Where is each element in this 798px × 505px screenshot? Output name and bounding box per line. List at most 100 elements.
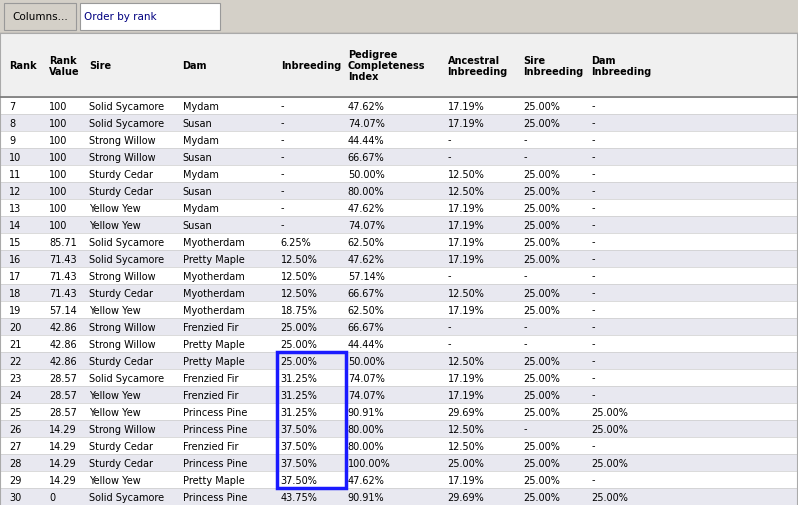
Text: -: - [281,169,284,179]
Text: 21: 21 [10,339,22,349]
Text: Frenzied Fir: Frenzied Fir [183,441,238,450]
Text: 25.00%: 25.00% [591,458,628,468]
Text: Pretty Maple: Pretty Maple [183,339,244,349]
Bar [0,149,798,166]
Text: 66.67%: 66.67% [348,153,385,162]
Text: Dam: Dam [183,61,207,71]
Bar [0,488,798,505]
Text: 25.00%: 25.00% [591,407,628,417]
Text: -: - [591,135,595,145]
Text: 25.00%: 25.00% [281,322,318,332]
Text: 17.19%: 17.19% [448,475,484,484]
Text: 19: 19 [10,305,22,315]
Bar [0,335,798,352]
Text: 25.00%: 25.00% [448,458,484,468]
Text: 14.29: 14.29 [49,441,77,450]
Text: Solid Sycamore: Solid Sycamore [89,237,164,247]
Text: 12.50%: 12.50% [448,288,484,298]
Text: -: - [281,220,284,230]
Text: 25.00%: 25.00% [523,186,560,196]
Text: 17.19%: 17.19% [448,237,484,247]
Text: -: - [448,339,451,349]
Text: Frenzied Fir: Frenzied Fir [183,322,238,332]
Text: 80.00%: 80.00% [348,186,385,196]
Text: Myotherdam: Myotherdam [183,271,244,281]
Text: 17.19%: 17.19% [448,220,484,230]
Text: 57.14%: 57.14% [348,271,385,281]
Text: 90.91%: 90.91% [348,491,385,501]
Text: 12.50%: 12.50% [448,356,484,366]
Text: 17: 17 [10,271,22,281]
Bar [0,234,798,250]
Text: 57.14: 57.14 [49,305,77,315]
Bar [0,386,798,403]
Text: 17.19%: 17.19% [448,254,484,264]
Text: 17.19%: 17.19% [448,390,484,400]
Text: Rank: Rank [10,61,37,71]
Text: Myotherdam: Myotherdam [183,305,244,315]
Text: 25.00%: 25.00% [523,475,560,484]
Text: Yellow Yew: Yellow Yew [89,407,141,417]
Text: 25.00%: 25.00% [591,491,628,501]
Text: Frenzied Fir: Frenzied Fir [183,373,238,383]
Text: Sturdy Cedar: Sturdy Cedar [89,288,153,298]
Text: Mydam: Mydam [183,135,219,145]
Text: Strong Willow: Strong Willow [89,424,156,434]
Text: 12.50%: 12.50% [281,271,318,281]
Text: 12.50%: 12.50% [448,169,484,179]
Text: Susan: Susan [183,118,212,128]
Text: 25.00%: 25.00% [281,356,318,366]
Text: 9: 9 [10,135,15,145]
Text: Inbreeding: Inbreeding [281,61,341,71]
Text: 25.00%: 25.00% [523,237,560,247]
Text: 12: 12 [10,186,22,196]
Bar [0,268,798,284]
Bar [0,250,798,268]
Bar [0,403,798,420]
Text: 13: 13 [10,203,22,213]
Text: 47.62%: 47.62% [348,203,385,213]
Text: 100: 100 [49,220,68,230]
Text: -: - [591,220,595,230]
Text: Sire: Sire [89,61,111,71]
Text: Princess Pine: Princess Pine [183,407,247,417]
Text: -: - [281,153,284,162]
Text: Susan: Susan [183,153,212,162]
Text: 100: 100 [49,169,68,179]
Text: -: - [281,203,284,213]
Text: Pretty Maple: Pretty Maple [183,356,244,366]
Text: 29: 29 [10,475,22,484]
Bar [0,319,798,335]
Text: -: - [591,186,595,196]
Text: Sturdy Cedar: Sturdy Cedar [89,169,153,179]
Text: 31.25%: 31.25% [281,390,318,400]
Text: 7: 7 [10,102,16,111]
Text: 28: 28 [10,458,22,468]
Text: 31.25%: 31.25% [281,373,318,383]
Text: Rank
Value: Rank Value [49,56,80,77]
Text: 25.00%: 25.00% [523,305,560,315]
Bar [0,115,798,132]
Text: -: - [591,475,595,484]
Text: Sturdy Cedar: Sturdy Cedar [89,356,153,366]
Text: 37.50%: 37.50% [281,424,318,434]
Text: 47.62%: 47.62% [348,254,385,264]
Text: 25.00%: 25.00% [523,288,560,298]
Text: 47.62%: 47.62% [348,102,385,111]
Text: 24: 24 [10,390,22,400]
Text: 66.67%: 66.67% [348,288,385,298]
Text: 25.00%: 25.00% [523,407,560,417]
Bar [0,420,798,437]
Bar [80,4,220,31]
Text: 14.29: 14.29 [49,475,77,484]
Text: Solid Sycamore: Solid Sycamore [89,118,164,128]
Text: Susan: Susan [183,220,212,230]
Text: -: - [591,356,595,366]
Text: 43.75%: 43.75% [281,491,318,501]
Text: 50.00%: 50.00% [348,169,385,179]
Text: 25: 25 [10,407,22,417]
Text: Strong Willow: Strong Willow [89,271,156,281]
Text: 71.43: 71.43 [49,271,77,281]
Text: Pretty Maple: Pretty Maple [183,254,244,264]
Text: -: - [523,271,527,281]
